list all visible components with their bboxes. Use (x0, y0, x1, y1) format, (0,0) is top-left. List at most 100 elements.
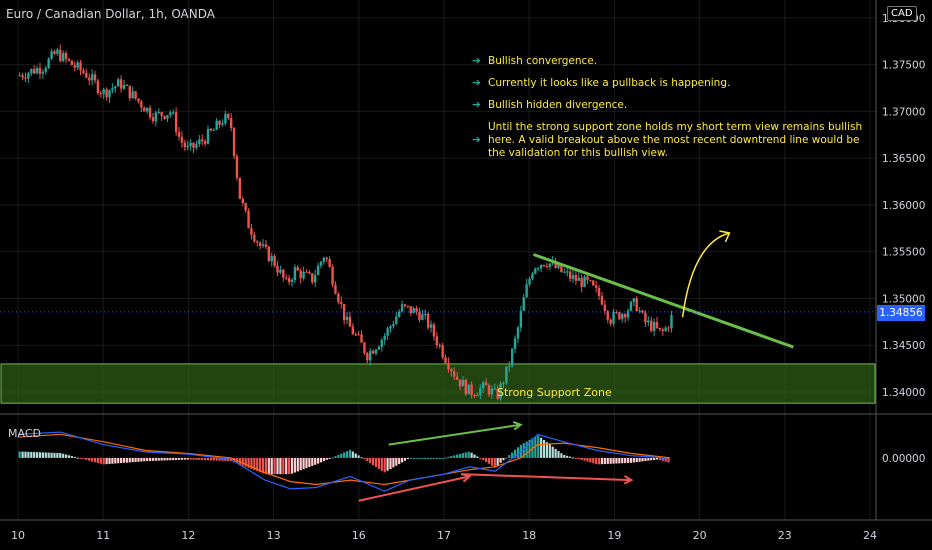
green-arrow-icon: ➔ (472, 77, 481, 89)
candle-body (438, 345, 441, 347)
macd-histogram-bar (44, 452, 47, 458)
candle-body (160, 112, 163, 116)
hidden-divergence-arrow-2 (461, 473, 632, 482)
candle-body (305, 271, 308, 273)
candle-body (24, 77, 27, 79)
macd-histogram-bar (308, 457, 311, 468)
macd-histogram-bar (67, 455, 71, 458)
candle-body (38, 68, 42, 74)
macd-histogram-bar (93, 457, 97, 463)
macd-histogram-bar (374, 457, 378, 467)
hidden-divergence-arrow-2-head (623, 475, 634, 485)
candle-body (537, 268, 540, 270)
macd-histogram-bar (496, 457, 499, 466)
currency-badge[interactable]: CAD (887, 6, 917, 21)
candle-body (154, 112, 158, 122)
candle-body (531, 273, 534, 280)
macd-tick-label: 0.00000 (882, 453, 925, 465)
candle-body (313, 275, 317, 283)
macd-histogram-bar (499, 457, 502, 463)
candle-body (325, 257, 328, 260)
candle-body (592, 280, 595, 286)
macd-histogram-bar (73, 456, 76, 458)
candle-body (316, 265, 320, 276)
macd-histogram-bar (99, 457, 102, 464)
candle-body (525, 284, 528, 298)
candle-body (400, 304, 404, 312)
candle-body (609, 319, 612, 324)
macd-histogram-bar (545, 442, 549, 458)
candle-body (603, 304, 607, 312)
macd-histogram-bar (453, 455, 456, 458)
macd-histogram-bar (259, 457, 262, 473)
candle-body (447, 362, 450, 370)
macd-histogram-bar (447, 456, 450, 458)
macd-histogram-bar (299, 457, 302, 471)
macd-histogram-bar (33, 452, 36, 458)
candle-body (285, 277, 288, 279)
macd-histogram-bar (528, 439, 531, 458)
candle-body (264, 244, 268, 247)
candle-body (490, 388, 494, 395)
macd-histogram-bar (595, 457, 598, 465)
candle-body (47, 58, 50, 69)
macd-histogram-bar (429, 457, 433, 459)
macd-histogram-bar (476, 456, 479, 458)
macd-histogram-bar (484, 457, 488, 462)
macd-histogram-bar (241, 457, 244, 466)
candle-body (583, 276, 586, 287)
macd-histogram-bar (140, 457, 143, 462)
macd-histogram-bar (435, 457, 438, 459)
candle-body (88, 77, 91, 81)
macd-histogram-bar (398, 457, 401, 465)
macd-histogram-bar (24, 451, 27, 458)
candle-body (655, 322, 659, 328)
price-tick-label: 1.36000 (882, 200, 925, 212)
candle-body (360, 334, 363, 343)
macd-histogram-bar (232, 457, 236, 463)
candle-body (377, 346, 381, 350)
macd-histogram-bar (348, 449, 352, 458)
macd-histogram-bar (203, 457, 207, 461)
macd-histogram-bar (400, 457, 404, 463)
macd-histogram-bar (276, 457, 279, 475)
candle-body (395, 316, 398, 325)
macd-histogram-bar (175, 457, 178, 461)
candle-body (615, 312, 618, 314)
macd-histogram-bar (270, 457, 273, 475)
candle-body (487, 385, 491, 395)
candle-body (470, 384, 473, 395)
macd-histogram-bar (137, 457, 140, 462)
macd-histogram-bar (218, 457, 221, 461)
candle-body (270, 256, 273, 262)
candle-body (27, 73, 30, 79)
candle-body (565, 271, 569, 273)
candle-body (638, 310, 641, 312)
macd-histogram-bar (380, 457, 383, 471)
macd-histogram-bar (589, 457, 592, 463)
macd-histogram-bar (597, 457, 601, 465)
candle-body (76, 62, 79, 68)
macd-histogram-bar (427, 457, 430, 459)
candle-body (296, 267, 299, 271)
candle-body (250, 228, 253, 235)
candle-body (116, 79, 120, 87)
candle-body (508, 365, 511, 367)
macd-histogram-bar (568, 456, 572, 458)
candle-body (519, 310, 523, 328)
candle-body (70, 60, 74, 66)
time-tick-label: 11 (96, 529, 110, 542)
candle-body (183, 142, 187, 148)
candle-body (53, 51, 56, 54)
candle-body (35, 68, 39, 74)
candle-body (435, 336, 439, 346)
candle-body (406, 305, 410, 307)
macd-histogram-bar (418, 457, 421, 459)
hidden-divergence-arrow-1 (358, 475, 470, 502)
candle-body (542, 265, 546, 267)
candle-body (131, 91, 134, 99)
macd-histogram-bar (244, 457, 247, 467)
support-zone (0, 363, 876, 404)
candle-body (166, 115, 169, 119)
macd-histogram-bar (603, 457, 606, 465)
